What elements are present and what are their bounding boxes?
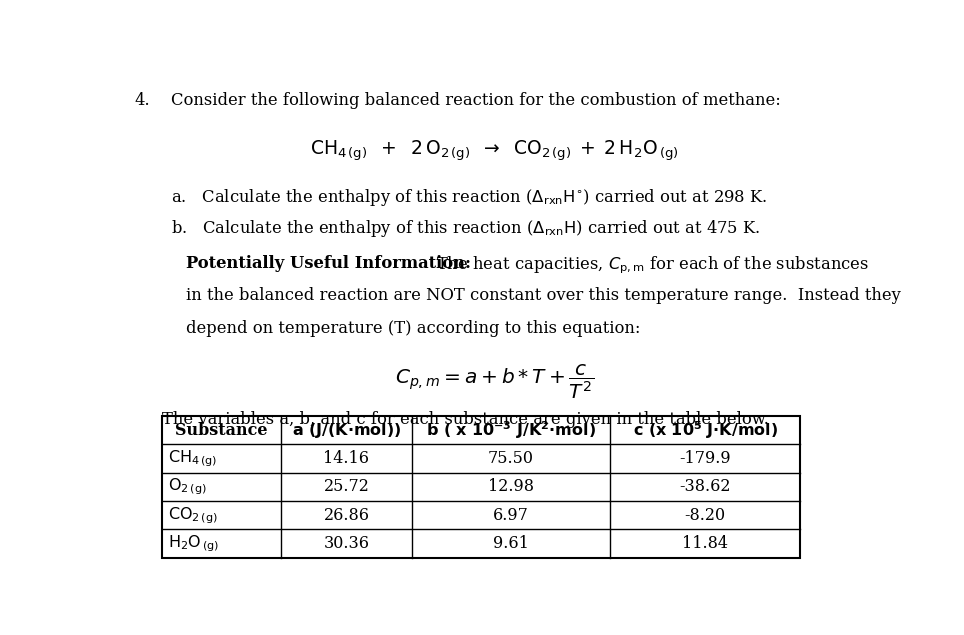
- Text: -38.62: -38.62: [680, 478, 731, 495]
- Text: The variables a, b, and c for each substance are given in the table below.: The variables a, b, and c for each subst…: [162, 411, 768, 428]
- Text: -179.9: -179.9: [680, 450, 731, 467]
- Text: in the balanced reaction are NOT constant over this temperature range.  Instead : in the balanced reaction are NOT constan…: [186, 288, 901, 304]
- Text: 26.86: 26.86: [324, 507, 369, 524]
- Bar: [162, 416, 800, 558]
- Text: The heat capacities, $C_{\mathrm{p,m}}$ for each of the substances: The heat capacities, $C_{\mathrm{p,m}}$ …: [436, 255, 869, 276]
- Text: Potentially Useful Information:: Potentially Useful Information:: [186, 255, 471, 272]
- Text: $\mathrm{O}_{2\,\mathrm{(g)}}$: $\mathrm{O}_{2\,\mathrm{(g)}}$: [168, 477, 206, 497]
- Text: a.   Calculate the enthalpy of this reaction ($\Delta_{\mathrm{rxn}}\mathrm{H}^{: a. Calculate the enthalpy of this reacti…: [172, 187, 767, 208]
- Text: $\mathbf{a}$ $\mathbf{(J/(K{\cdot}mol))}$: $\mathbf{a}$ $\mathbf{(J/(K{\cdot}mol))}…: [292, 421, 401, 439]
- Text: depend on temperature (T) according to this equation:: depend on temperature (T) according to t…: [186, 320, 641, 337]
- Text: 14.16: 14.16: [324, 450, 369, 467]
- Text: 6.97: 6.97: [493, 507, 529, 524]
- Text: 30.36: 30.36: [324, 535, 369, 552]
- Text: $\mathrm{CO}_{2\,\mathrm{(g)}}$: $\mathrm{CO}_{2\,\mathrm{(g)}}$: [168, 505, 217, 526]
- Text: $\mathrm{H_2O}_{\,\mathrm{(g)}}$: $\mathrm{H_2O}_{\,\mathrm{(g)}}$: [168, 533, 219, 554]
- Text: 75.50: 75.50: [488, 450, 534, 467]
- Text: Substance: Substance: [175, 422, 268, 439]
- Text: $\mathbf{b}$ $\mathbf{(\ x\ 10^{-3}\ J/K^{2}{\cdot}mol)}$: $\mathbf{b}$ $\mathbf{(\ x\ 10^{-3}\ J/K…: [426, 419, 596, 441]
- Text: 4.: 4.: [134, 92, 149, 109]
- Text: 12.98: 12.98: [488, 478, 534, 495]
- Text: 11.84: 11.84: [683, 535, 728, 552]
- Text: -8.20: -8.20: [684, 507, 726, 524]
- Text: 9.61: 9.61: [493, 535, 529, 552]
- Text: 25.72: 25.72: [324, 478, 369, 495]
- Text: $\mathrm{CH}_{4\,\mathrm{(g)}}$: $\mathrm{CH}_{4\,\mathrm{(g)}}$: [168, 448, 217, 469]
- Text: $\mathbf{c}$ $\mathbf{(x\ 10^{5}\ J{\cdot}K/mol)}$: $\mathbf{c}$ $\mathbf{(x\ 10^{5}\ J{\cdo…: [632, 419, 778, 441]
- Text: $C_{p,m} = a + b * T + \dfrac{c}{T^2}$: $C_{p,m} = a + b * T + \dfrac{c}{T^2}$: [394, 362, 594, 401]
- Text: $\mathrm{CH}_{4\,\mathrm{(g)}} \;\; + \;\; 2\,\mathrm{O}_{2\,\mathrm{(g)}} \;\; : $\mathrm{CH}_{4\,\mathrm{(g)}} \;\; + \;…: [309, 139, 679, 163]
- Text: Consider the following balanced reaction for the combustion of methane:: Consider the following balanced reaction…: [172, 92, 781, 109]
- Text: b.   Calculate the enthalpy of this reaction ($\Delta_{\mathrm{rxn}}\mathrm{H}$): b. Calculate the enthalpy of this reacti…: [172, 218, 761, 239]
